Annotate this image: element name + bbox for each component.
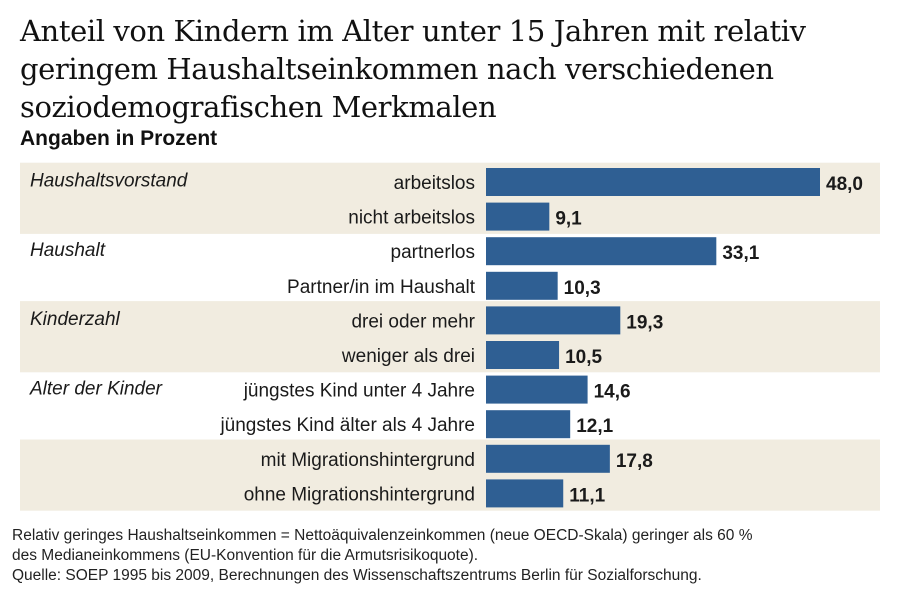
category-label-4-0: mit Migrationshintergrund (261, 450, 475, 471)
value-label-2-0: 19,3 (626, 312, 663, 333)
group-band-2 (20, 301, 880, 373)
bar-1-1 (486, 271, 558, 300)
value-label-2-1: 10,5 (565, 347, 602, 368)
value-label-3-0: 14,6 (594, 382, 631, 403)
value-label-4-0: 17,8 (616, 451, 653, 472)
bar-1-0 (486, 237, 717, 266)
chart-title: Anteil von Kindern im Alter unter 15 Jah… (20, 14, 806, 124)
value-label-0-0: 48,0 (826, 174, 863, 195)
footnote-definition-line-2: des Medianeinkommens (EU-Konvention für … (12, 547, 479, 564)
category-label-0-0: arbeitslos (394, 173, 475, 194)
bar-2-0 (486, 306, 621, 335)
group-label-1: Haushalt (30, 240, 106, 261)
bar-3-0 (486, 375, 588, 404)
value-label-0-1: 9,1 (555, 209, 582, 230)
group-label-0: Haushaltsvorstand (30, 171, 189, 192)
footnote-definition-line-1: Relativ geringes Haushaltseinkommen = Ne… (12, 527, 753, 544)
bar-4-0 (486, 444, 610, 473)
bar-0-0 (486, 168, 820, 196)
category-label-3-1: jüngstes Kind älter als 4 Jahre (219, 415, 475, 436)
bar-0-1 (486, 202, 550, 231)
value-label-1-0: 33,1 (722, 243, 759, 264)
category-label-0-1: nicht arbeitslos (348, 208, 475, 229)
footnote-source: Quelle: SOEP 1995 bis 2009, Berechnungen… (12, 567, 702, 584)
group-band-4 (20, 439, 880, 511)
group-band-0 (20, 162, 880, 234)
category-label-3-0: jüngstes Kind unter 4 Jahre (243, 381, 475, 402)
bar-2-1 (486, 341, 560, 369)
category-label-4-1: ohne Migrationshintergrund (244, 484, 475, 505)
category-label-1-1: Partner/in im Haushalt (287, 277, 476, 298)
value-label-4-1: 11,1 (569, 485, 605, 506)
group-label-2: Kinderzahl (30, 309, 121, 330)
category-label-1-0: partnerlos (391, 242, 476, 263)
category-label-2-0: drei oder mehr (351, 311, 475, 332)
value-label-3-1: 12,1 (576, 416, 613, 437)
bar-4-1 (486, 479, 564, 508)
value-label-1-1: 10,3 (564, 278, 601, 299)
category-label-2-1: weniger als drei (341, 346, 475, 367)
bar-3-1 (486, 410, 571, 439)
footnotes: Relativ geringes Haushaltseinkommen = Ne… (12, 526, 892, 586)
group-label-3: Alter der Kinder (29, 378, 163, 399)
chart-subtitle: Angaben in Prozent (20, 127, 218, 150)
